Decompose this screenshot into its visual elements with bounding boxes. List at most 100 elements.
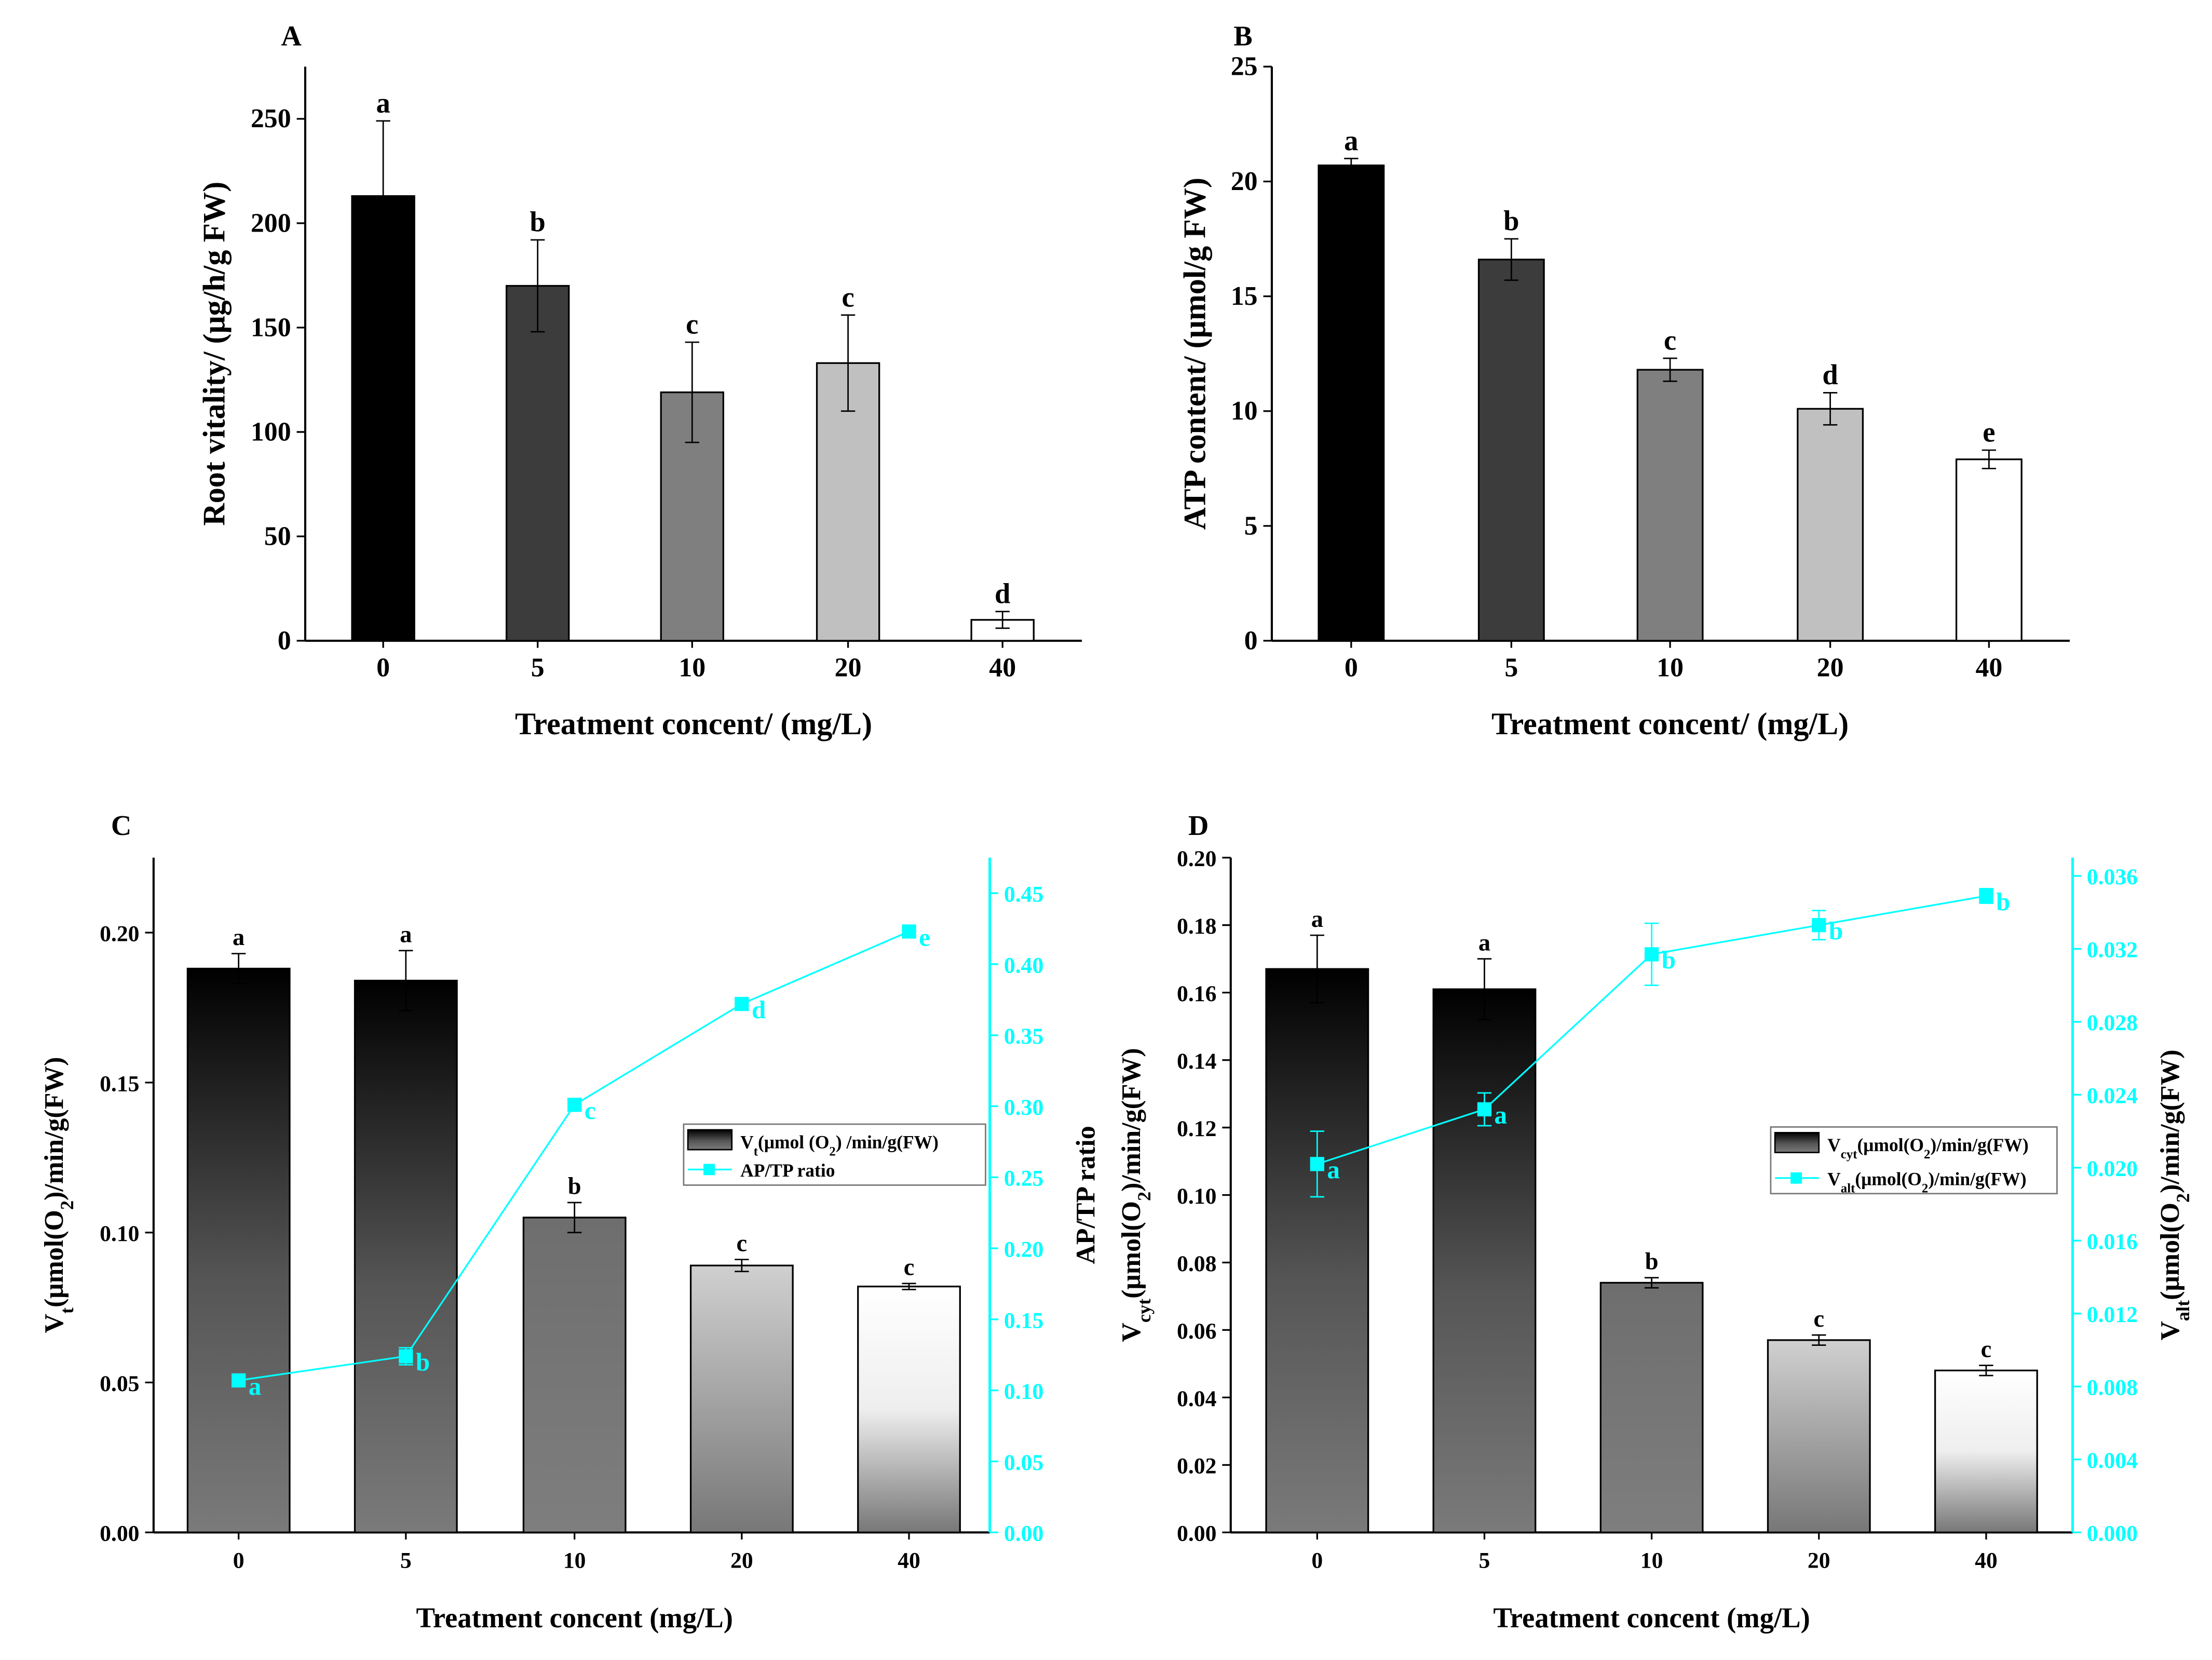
y-tick-label: 10 bbox=[1231, 396, 1258, 426]
x-tick-label: 10 bbox=[678, 653, 705, 682]
y-tick-label: 0.08 bbox=[1177, 1251, 1216, 1276]
error-bar bbox=[531, 239, 545, 333]
x-tick-label: 5 bbox=[531, 653, 545, 682]
significance-letter: b bbox=[568, 1173, 581, 1200]
panel-label: D bbox=[1188, 809, 1209, 841]
error-bar bbox=[840, 314, 856, 412]
right-y-tick-label: 0.35 bbox=[1004, 1024, 1043, 1049]
significance-letter: a bbox=[233, 924, 245, 951]
y-axis-label: Vt(μmol(O2)/min/g(FW) bbox=[39, 1057, 77, 1333]
line-significance-letter: e bbox=[919, 923, 930, 951]
x-tick-label: 0 bbox=[376, 653, 390, 682]
right-y-axis-label: Valt(μmol(O2)/min/g(FW) bbox=[2155, 1049, 2193, 1340]
x-tick-label: 5 bbox=[1479, 1548, 1490, 1573]
right-y-tick-label: 0.036 bbox=[2087, 865, 2138, 889]
panel-d: D 0.00 0.02 0.04 0.06 0.08 0.10 0.12 0.14 0.16 0.1… bbox=[1117, 809, 2193, 1634]
legend-line-label: AP/TP ratio bbox=[740, 1160, 835, 1181]
y-tick-label: 50 bbox=[264, 521, 291, 551]
error-bar bbox=[735, 1259, 749, 1273]
subscript: cyt bbox=[1134, 1299, 1155, 1322]
x-tick-label: 40 bbox=[989, 653, 1016, 682]
data-point bbox=[1812, 918, 1826, 933]
significance-letter: c bbox=[686, 308, 698, 340]
x-axis-label: Treatment concent (mg/L) bbox=[1493, 1602, 1810, 1634]
y-tick-label: 0.14 bbox=[1177, 1049, 1217, 1074]
error-bar bbox=[1310, 934, 1324, 1004]
y-tick-label: 25 bbox=[1231, 52, 1258, 82]
error-bar bbox=[1477, 958, 1492, 1020]
line-significance-letter: b bbox=[1662, 946, 1676, 974]
bar bbox=[354, 979, 458, 1533]
right-y-tick-label: 0.10 bbox=[1004, 1379, 1043, 1404]
right-y-tick-label: 0.05 bbox=[1004, 1450, 1043, 1475]
bar bbox=[1636, 369, 1704, 642]
bar bbox=[1265, 968, 1369, 1533]
y-tick-label: 0.15 bbox=[100, 1071, 139, 1096]
error-bar bbox=[232, 953, 246, 984]
bar bbox=[857, 1286, 961, 1533]
text-segment: V bbox=[2155, 1321, 2185, 1340]
panel-label: B bbox=[1233, 20, 1252, 51]
text-segment: (μmol (O bbox=[758, 1131, 829, 1152]
legend-box bbox=[683, 1123, 986, 1186]
subscript: t bbox=[754, 1144, 758, 1158]
significance-letter: c bbox=[842, 281, 854, 313]
legend-bar-swatch bbox=[687, 1129, 733, 1151]
subscript: t bbox=[57, 1307, 77, 1314]
data-point bbox=[399, 1349, 413, 1364]
x-tick-label: 20 bbox=[1808, 1548, 1830, 1573]
bar bbox=[1477, 259, 1545, 642]
subscript: 2 bbox=[1922, 1181, 1928, 1195]
bar bbox=[506, 285, 570, 642]
x-axis-label: Treatment concent/ (mg/L) bbox=[1491, 706, 1849, 741]
significance-letter: c bbox=[1981, 1336, 1992, 1362]
x-tick-label: 0 bbox=[1311, 1548, 1323, 1573]
x-tick-label: 40 bbox=[898, 1548, 920, 1573]
error-bar bbox=[902, 1283, 916, 1290]
text-segment: ) /min/g(FW) bbox=[836, 1131, 939, 1152]
text-segment: (μmol(O bbox=[1117, 1201, 1146, 1299]
text-segment: V bbox=[740, 1131, 754, 1152]
data-point bbox=[902, 924, 916, 939]
x-tick-label: 20 bbox=[1817, 653, 1844, 682]
bar bbox=[689, 1264, 794, 1533]
right-y-tick-label: 0.25 bbox=[1004, 1166, 1043, 1191]
panel-a: A 0 50 100 150 200 250 a 0 b 5 c 10 c 20 d 40 Treatment c… bbox=[196, 20, 1082, 741]
text-segment: AP/TP ratio bbox=[1071, 1126, 1101, 1264]
y-tick-label: 0.10 bbox=[100, 1221, 139, 1246]
significance-letter: a bbox=[1478, 929, 1490, 956]
right-y-tick-label: 0.012 bbox=[2087, 1302, 2138, 1327]
panel-label: A bbox=[281, 20, 302, 51]
data-point bbox=[567, 1098, 582, 1112]
legend-marker bbox=[1790, 1172, 1802, 1184]
right-y-tick-label: 0.016 bbox=[2087, 1230, 2138, 1254]
x-axis-label: Treatment concent/ (mg/L) bbox=[515, 706, 872, 741]
line-significance-letter: a bbox=[1327, 1155, 1340, 1184]
legend-bar-swatch bbox=[1774, 1132, 1820, 1153]
bar bbox=[1797, 408, 1864, 642]
right-y-axis-label: AP/TP ratio bbox=[1071, 1126, 1101, 1264]
legend-line-label: Valt(μmol(O2)/min/g(FW) bbox=[1827, 1168, 2026, 1195]
y-tick-label: 0.16 bbox=[1177, 981, 1216, 1006]
right-y-tick-label: 0.028 bbox=[2087, 1010, 2138, 1035]
y-axis-label: ATP content/ (μmol/g FW) bbox=[1177, 178, 1212, 530]
y-tick-label: 0.10 bbox=[1177, 1184, 1216, 1209]
text-segment: V bbox=[1827, 1168, 1841, 1189]
error-bar bbox=[399, 950, 413, 1011]
error-bar bbox=[1823, 392, 1838, 426]
x-tick-label: 20 bbox=[835, 653, 862, 682]
significance-letter: b bbox=[1503, 205, 1519, 237]
line-significance-letter: c bbox=[585, 1096, 596, 1125]
significance-letter: d bbox=[995, 577, 1010, 609]
x-tick-label: 40 bbox=[1975, 1548, 1998, 1573]
text-segment: Root vitality/ (μg/h/g FW) bbox=[196, 182, 231, 526]
line-significance-letter: a bbox=[249, 1372, 262, 1400]
y-tick-label: 5 bbox=[1244, 511, 1258, 541]
error-bar bbox=[1504, 238, 1518, 281]
y-axis-label: Vcyt(μmol(O2)/min/g(FW) bbox=[1117, 1048, 1155, 1342]
y-tick-label: 0 bbox=[1244, 626, 1258, 655]
text-segment: (μmol(O bbox=[1855, 1168, 1922, 1189]
y-tick-label: 0.20 bbox=[1177, 846, 1216, 871]
bar bbox=[1432, 988, 1537, 1533]
